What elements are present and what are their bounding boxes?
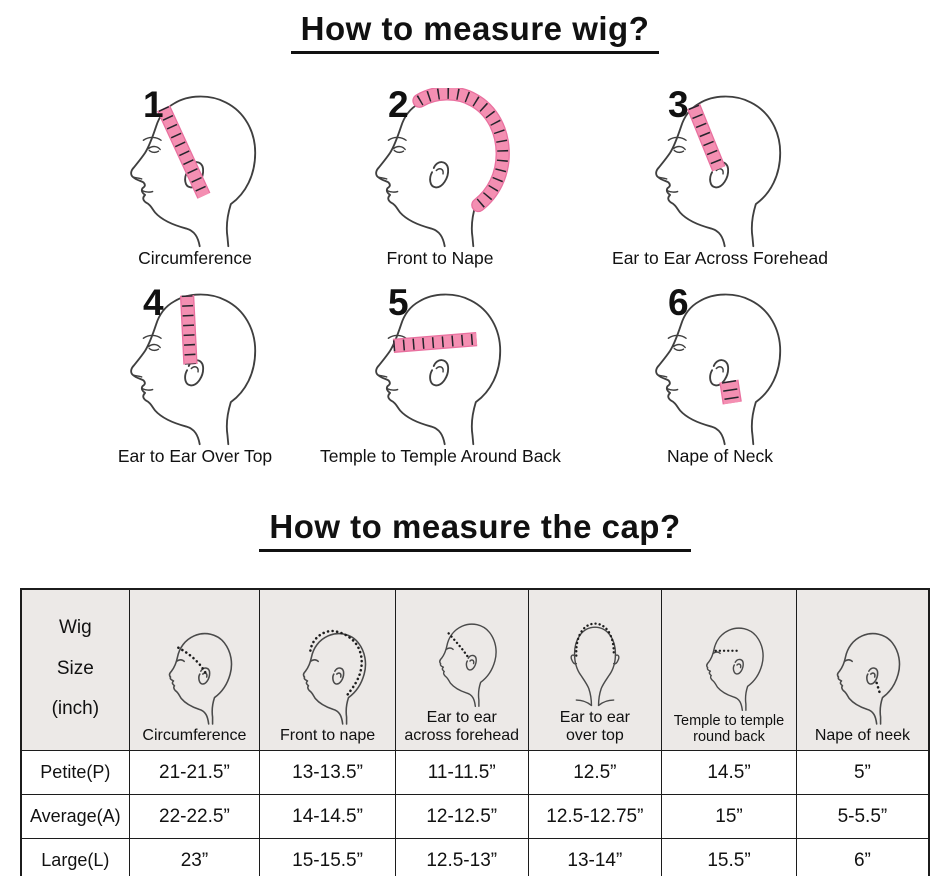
figure-label: Temple to Temple Around Back — [320, 446, 561, 466]
head-front-to-nape-icon — [302, 629, 366, 725]
cell-value: 5” — [795, 750, 930, 795]
cell-value: 15” — [661, 794, 797, 839]
cell-value: 23” — [128, 838, 261, 876]
head-ear-to-ear-over-top-illustration — [129, 293, 256, 446]
head-ear-to-ear-forehead-illustration — [654, 95, 781, 248]
figure-label: Ear to Ear Across Forehead — [612, 248, 828, 268]
cell-value: 21-21.5” — [128, 750, 261, 795]
head-nape-of-neck-icon — [837, 632, 901, 725]
wig-title: How to measure wig? — [290, 10, 660, 54]
cap-title-row: How to measure the cap? — [0, 508, 950, 558]
figure-label: Nape of Neck — [666, 446, 774, 466]
measuring-tape-ear-to-ear-forehead — [686, 103, 725, 172]
cell-value: 13-14” — [527, 838, 663, 876]
header-temple-to-temple: Temple to temple round back — [661, 588, 797, 751]
table-row-average: Average(A) 22-22.5” 14-14.5” 12-12.5” 12… — [20, 794, 930, 839]
header-front-to-nape: Front to nape — [259, 588, 396, 751]
corner-line: Wig — [58, 616, 92, 638]
figure-temple-to-temple: 5 Temple to Temple Around Back — [320, 282, 561, 468]
header-ear-to-ear-over-top: Ear to ear over top — [527, 588, 663, 751]
cap-title: How to measure the cap? — [259, 508, 691, 552]
cell-value: 22-22.5” — [128, 794, 261, 839]
header-wig-size: Wig Size (inch) — [20, 588, 130, 751]
cell-value: 15-15.5” — [259, 838, 396, 876]
cell-value: 15.5” — [661, 838, 797, 876]
table-row-petite: Petite(P) 21-21.5” 13-13.5” 11-11.5” 12.… — [20, 750, 930, 795]
cell-value: 5-5.5” — [795, 794, 930, 839]
table-row-large: Large(L) 23” 15-15.5” 12.5-13” 13-14” 15… — [20, 838, 930, 876]
figure-label: Circumference — [138, 248, 252, 268]
head-ear-to-ear-forehead-icon — [438, 623, 497, 708]
row-label: Petite(P) — [20, 750, 130, 795]
figure-ear-to-ear-forehead: 3 Ear to Ear Across Forehead — [560, 84, 880, 270]
figure-ear-to-ear-over-top: 4 Ear to Ear Over Top — [70, 282, 320, 468]
column-label: Ear to ear across forehead — [404, 709, 520, 745]
measuring-tape-circumference — [156, 105, 210, 199]
cell-value: 12-12.5” — [394, 794, 529, 839]
row-label: Large(L) — [20, 838, 130, 876]
figure-nape-of-neck: 6 Nape of Neck — [560, 282, 880, 468]
cell-value: 13-13.5” — [259, 750, 396, 795]
figure-number: 5 — [388, 282, 409, 323]
measuring-tape-ear-to-ear-over-top — [179, 295, 198, 365]
figure-number: 3 — [668, 84, 689, 125]
head-temple-to-temple-illustration — [374, 293, 501, 446]
cell-value: 14.5” — [661, 750, 797, 795]
head-front-to-nape-illustration — [374, 88, 510, 248]
column-label: Temple to temple round back — [673, 712, 785, 745]
column-label: Ear to ear over top — [559, 709, 630, 745]
header-circumference: Circumference — [128, 588, 261, 751]
wig-title-row: How to measure wig? — [0, 0, 950, 54]
head-circumference-illustration — [129, 95, 256, 248]
cell-value: 12.5” — [527, 750, 663, 795]
figure-label: Ear to Ear Over Top — [117, 446, 273, 466]
header-ear-to-ear-forehead: Ear to ear across forehead — [394, 588, 529, 751]
figure-circumference: 1 Circumference — [70, 84, 320, 270]
column-label: Nape of neek — [814, 727, 910, 745]
cell-value: 11-11.5” — [394, 750, 529, 795]
corner-line: (inch) — [51, 698, 100, 720]
head-nape-of-neck-illustration — [654, 293, 781, 446]
cap-size-table: Wig Size (inch) Circumference — [20, 588, 930, 876]
head-circumference-icon — [169, 632, 233, 725]
measuring-tape-front-to-nape — [411, 88, 510, 213]
row-label: Average(A) — [20, 794, 130, 839]
cell-value: 12.5-13” — [394, 838, 529, 876]
head-temple-to-temple-icon — [705, 626, 764, 711]
figure-label: Front to Nape — [386, 248, 494, 268]
measuring-tape-nape-of-neck — [718, 379, 742, 405]
corner-line: Size — [56, 657, 94, 679]
head-ear-to-ear-over-top-icon — [570, 622, 620, 707]
cap-size-table-wrap: Wig Size (inch) Circumference — [20, 588, 930, 876]
wig-figures: 1 Circumference 2 Front — [70, 84, 950, 468]
column-label: Front to nape — [279, 727, 376, 745]
column-label: Circumference — [142, 727, 247, 745]
figure-front-to-nape: 2 Front to Nape — [320, 84, 560, 270]
figure-number: 6 — [668, 282, 689, 323]
figure-number: 2 — [388, 84, 409, 125]
cell-value: 6” — [795, 838, 930, 876]
figure-number: 1 — [143, 84, 164, 125]
table-header-row: Wig Size (inch) Circumference — [20, 588, 930, 751]
figure-number: 4 — [143, 282, 164, 323]
header-nape-of-neck: Nape of neek — [795, 588, 930, 751]
cell-value: 14-14.5” — [259, 794, 396, 839]
measuring-tape-temple-to-temple — [392, 331, 477, 353]
cell-value: 12.5-12.75” — [527, 794, 663, 839]
